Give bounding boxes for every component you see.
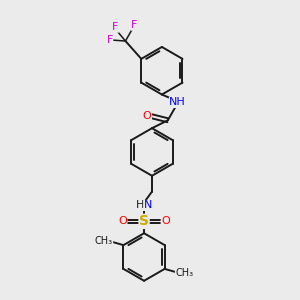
Text: F: F [131, 20, 137, 30]
Text: H: H [136, 200, 144, 211]
Text: O: O [143, 111, 152, 121]
Text: CH₃: CH₃ [176, 268, 194, 278]
Text: S: S [139, 214, 149, 228]
Text: NH: NH [169, 98, 186, 107]
Text: F: F [106, 35, 113, 45]
Text: F: F [112, 22, 119, 32]
Text: O: O [161, 216, 170, 226]
Text: N: N [144, 200, 152, 211]
Text: CH₃: CH₃ [94, 236, 113, 246]
Text: O: O [118, 216, 127, 226]
